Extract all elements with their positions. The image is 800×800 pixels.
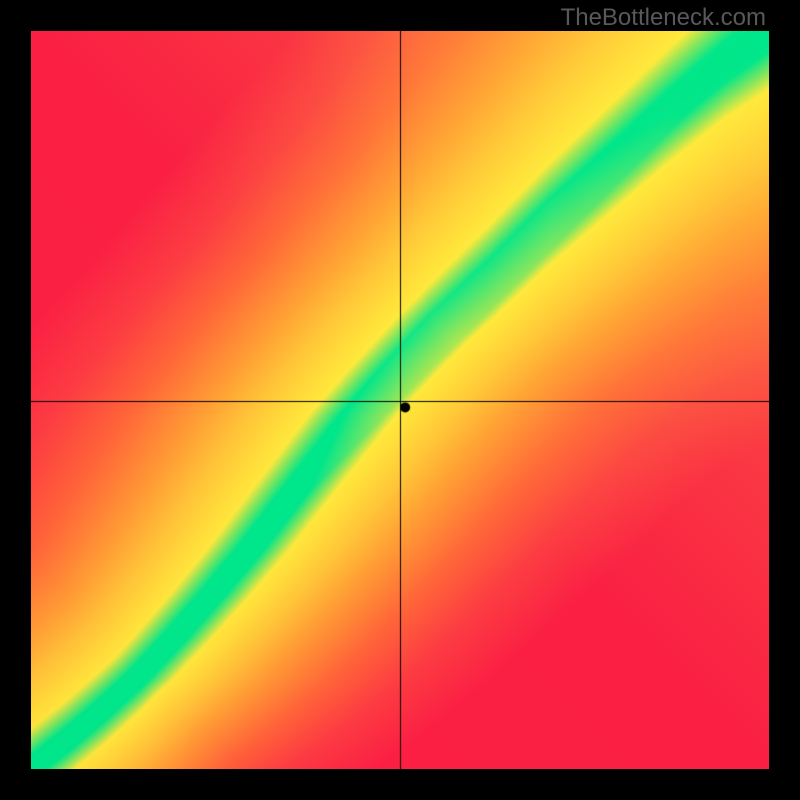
- watermark-text: TheBottleneck.com: [561, 4, 766, 32]
- bottleneck-heatmap: [31, 31, 769, 769]
- heatmap-canvas: [31, 31, 769, 769]
